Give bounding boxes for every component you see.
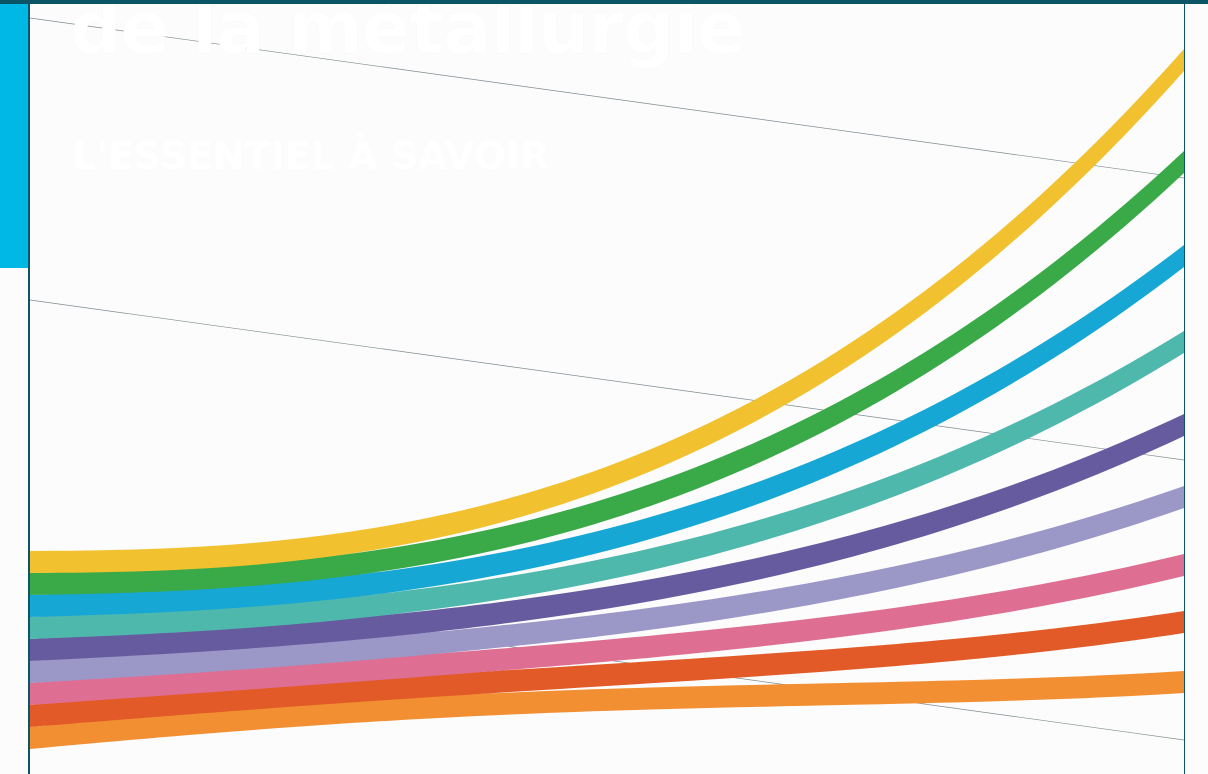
- top-border: [0, 0, 1208, 4]
- right-border: [1184, 0, 1185, 774]
- left-border: [28, 0, 30, 774]
- cover-subtitle: L'ESSENTIEL À SAVOIR: [72, 134, 549, 178]
- cover-title: de la métallurgie: [70, 0, 745, 70]
